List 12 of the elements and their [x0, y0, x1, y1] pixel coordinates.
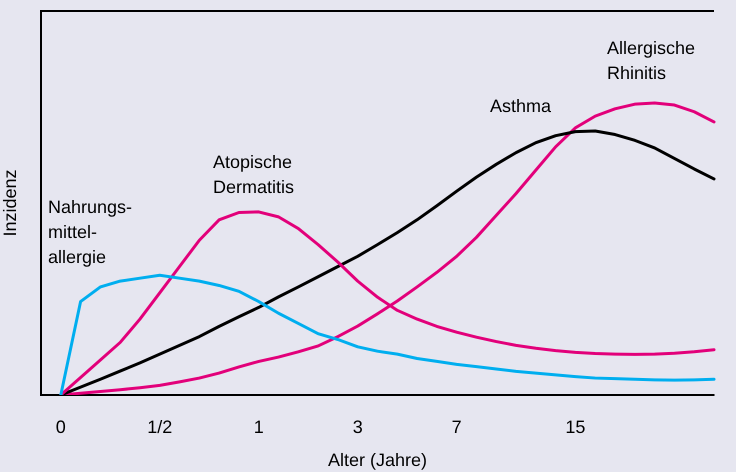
x-tick-label: 15 [565, 416, 586, 437]
x-tick-label: 1/2 [147, 416, 172, 437]
y-axis-title: Inzidenz [0, 169, 20, 237]
series-label: Allergische Rhinitis [607, 38, 696, 83]
x-tick-label: 3 [352, 416, 363, 437]
series-label: Nahrungs- mittel- allergie [48, 197, 132, 267]
x-axis-title: Alter (Jahre) [328, 450, 428, 470]
x-tick-label: 1 [254, 416, 264, 437]
series-label: Atopische Dermatitis [213, 152, 294, 197]
series-label: Asthma [490, 96, 552, 116]
x-tick-label: 0 [56, 416, 66, 437]
x-tick-label: 7 [452, 416, 462, 437]
